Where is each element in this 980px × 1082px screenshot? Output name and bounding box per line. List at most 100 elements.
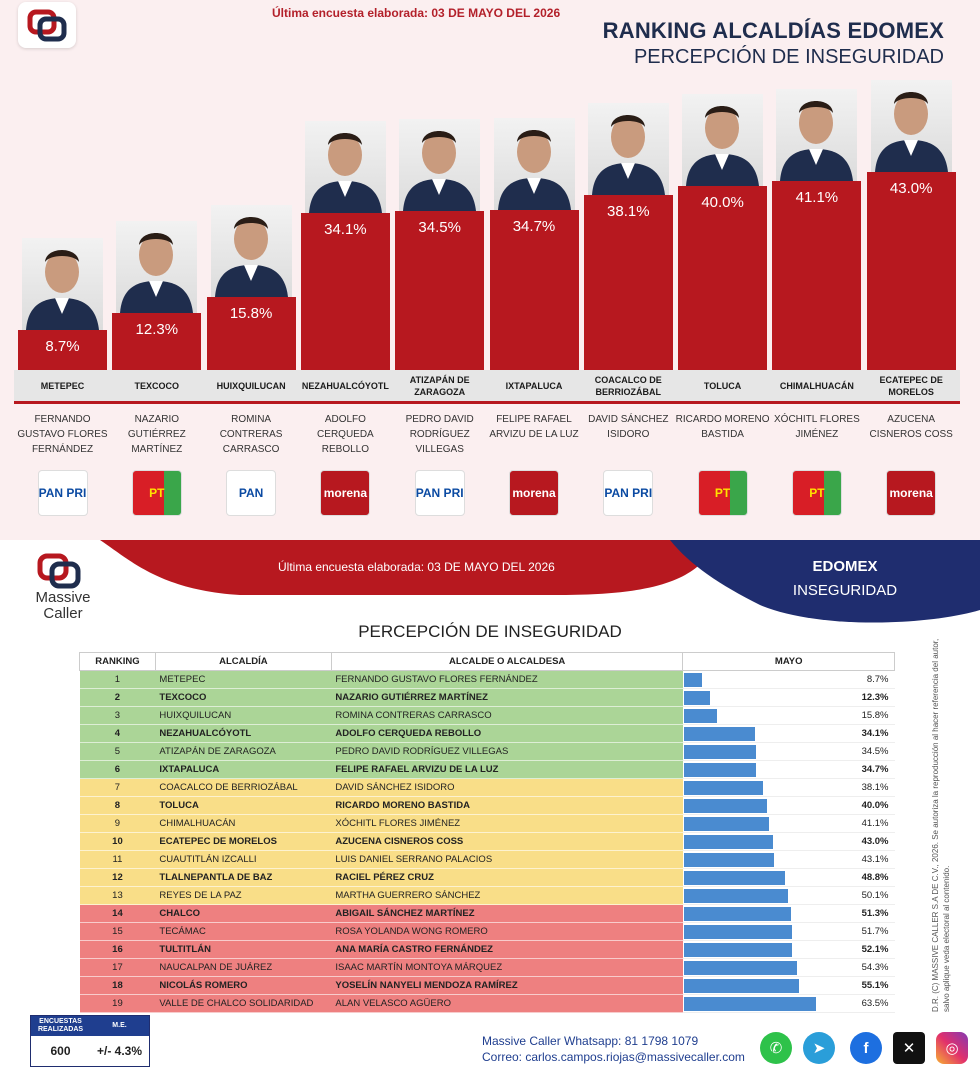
party-logo-icon: morena: [886, 470, 937, 516]
value-label: 34.5%: [861, 746, 889, 757]
row-rank: 3: [79, 706, 156, 725]
massive-caller-logo-icon: [18, 2, 76, 48]
row-mayo: 55.1%: [682, 976, 895, 995]
category-label: ECATEPEC DE MORELOS: [862, 370, 960, 404]
row-alcaldia: TOLUCA: [155, 796, 332, 815]
row-mayo: 48.8%: [682, 868, 895, 887]
candidate-name: PEDRO DAVID RODRÍGUEZ VILLEGAS: [405, 414, 474, 455]
candidate-name: DAVID SÁNCHEZ ISIDORO: [588, 414, 669, 440]
table-row: 7 COACALCO DE BERRIOZÁBAL DAVID SÁNCHEZ IS…: [79, 778, 895, 797]
candidate-photo: [22, 237, 103, 330]
row-alcaldia: TECÁMAC: [155, 922, 332, 941]
whatsapp-icon[interactable]: ✆: [760, 1032, 792, 1064]
party-logo-icon: PT: [131, 470, 182, 516]
value-label: 34.7%: [861, 764, 889, 775]
category-label: IXTAPALUCA: [485, 370, 583, 404]
row-mayo: 34.1%: [682, 724, 895, 743]
me-value: +/- 4.3%: [96, 1044, 143, 1058]
row-alcaldia: IXTAPALUCA: [155, 760, 332, 779]
instagram-icon[interactable]: ◎: [936, 1032, 968, 1064]
value-label: 43.1%: [861, 854, 889, 865]
value-label: 54.3%: [861, 962, 889, 973]
bar-value-label: 34.7%: [512, 218, 556, 236]
party-logo-icon: PAN PRI: [37, 470, 88, 516]
value-bar: [683, 673, 703, 687]
table-header: RANKING ALCALDÍA ALCALDE O ALCALDESA MAY…: [79, 652, 895, 671]
row-rank: 16: [79, 940, 156, 959]
candidate-name: ROMINA CONTRERAS CARRASCO: [219, 414, 283, 455]
row-mayo: 54.3%: [682, 958, 895, 977]
row-alcalde: RACIEL PÉREZ CRUZ: [331, 868, 683, 887]
row-mayo: 40.0%: [682, 796, 895, 815]
me-label: M.E.: [112, 1022, 127, 1029]
telegram-icon[interactable]: ➤: [803, 1032, 835, 1064]
category-label: TEXCOCO: [108, 370, 206, 404]
encuestas-label: ENCUESTAS REALIZADAS: [37, 1018, 84, 1033]
category-label: TOLUCA: [674, 370, 772, 404]
row-mayo: 15.8%: [682, 706, 895, 725]
row-alcaldia: HUIXQUILUCAN: [155, 706, 332, 725]
row-alcaldia: CHALCO: [155, 904, 332, 923]
row-mayo: 52.1%: [682, 940, 895, 959]
bar: [866, 172, 956, 404]
row-alcalde: PEDRO DAVID RODRÍGUEZ VILLEGAS: [331, 742, 683, 761]
bar-value-label: 38.1%: [607, 202, 650, 220]
value-label: 63.5%: [861, 998, 889, 1009]
table-row: 3 HUIXQUILUCAN ROMINA CONTRERAS CARRASCO 15…: [79, 706, 895, 725]
value-label: 43.0%: [861, 836, 889, 847]
page-subtitle: PERCEPCIÓN DE INSEGURIDAD: [633, 46, 944, 68]
facebook-icon[interactable]: f: [850, 1032, 882, 1064]
value-bar: [683, 763, 757, 777]
row-alcaldia: NAUCALPAN DE JUÁREZ: [155, 958, 332, 977]
row-alcalde: NAZARIO GUTIÉRREZ MARTÍNEZ: [331, 688, 683, 707]
candidate-name: NAZARIO GUTIÉRREZ MARTÍNEZ: [127, 414, 186, 455]
email-contact[interactable]: Correo: carlos.campos.riojas@massivecall…: [482, 1050, 745, 1064]
candidate-photo: [682, 94, 764, 186]
row-rank: 7: [79, 778, 156, 797]
value-bar: [683, 961, 797, 975]
x-icon[interactable]: ✕: [893, 1032, 925, 1064]
party-logo-icon: PAN PRI: [414, 470, 465, 516]
category-label: NEZAHUALCÓYOTL: [296, 370, 394, 404]
table-row: 5 ATIZAPÁN DE ZARAGOZA PEDRO DAVID RODRÍGU…: [79, 742, 895, 761]
value-label: 52.1%: [861, 944, 889, 955]
row-alcaldia: NEZAHUALCÓYOTL: [155, 724, 332, 743]
party-logo-icon: morena: [320, 470, 371, 516]
party-logo-icon: PT: [791, 470, 842, 516]
table-row: 1 METEPEC FERNANDO GUSTAVO FLORES FERNÁNDE…: [79, 670, 895, 689]
table-row: 10 ECATEPEC DE MORELOS AZUCENA CISNEROS CO…: [79, 832, 895, 851]
row-rank: 5: [79, 742, 156, 761]
bar-value-label: 34.1%: [324, 221, 367, 239]
table-row: 6 IXTAPALUCA FELIPE RAFAEL ARVIZU DE LA LU…: [79, 760, 895, 779]
candidate-photo: [304, 121, 386, 214]
row-alcalde: ABIGAIL SÁNCHEZ MARTÍNEZ: [331, 904, 683, 923]
value-bar: [683, 799, 768, 813]
survey-date-bottom: Última encuesta elaborada: 03 DE MAYO DE…: [278, 560, 555, 574]
value-bar: [683, 745, 756, 759]
party-logo-icon: PAN: [226, 470, 277, 516]
value-label: 38.1%: [861, 782, 889, 793]
value-bar: [683, 907, 791, 921]
row-rank: 18: [79, 976, 156, 995]
col-alcalde: ALCALDE O ALCALDESA: [330, 652, 684, 671]
legal-notice: D.R. (C) MASSIVE CALLER S.A DE C.V., 202…: [931, 638, 951, 1012]
category-label: METEPEC: [14, 370, 111, 404]
row-alcalde: XÓCHITL FLORES JIMÉNEZ: [331, 814, 683, 833]
massive-caller-logo-icon: [28, 550, 98, 620]
table-row: 13 REYES DE LA PAZ MARTHA GUERRERO SÁNCHEZ…: [79, 886, 895, 905]
table-row: 18 NICOLÁS ROMERO YOSELÍN NANYELI MENDOZA …: [79, 976, 895, 995]
table-row: 16 TULTITLÁN ANA MARÍA CASTRO FERNÁNDEZ 52.…: [79, 940, 895, 959]
table-row: 8 TOLUCA RICARDO MORENO BASTIDA 40.0%: [79, 796, 895, 815]
row-alcaldia: REYES DE LA PAZ: [155, 886, 332, 905]
party-logo-icon: PT: [697, 470, 748, 516]
whatsapp-contact[interactable]: Massive Caller Whatsapp: 81 1798 1079: [482, 1034, 699, 1048]
row-alcalde: FERNANDO GUSTAVO FLORES FERNÁNDEZ: [331, 670, 683, 689]
candidate-photo: [210, 205, 292, 298]
bar: [772, 180, 862, 404]
party-logo-icon: morena: [509, 470, 559, 516]
category-label: CHIMALHUACÁN: [768, 370, 866, 404]
party-logo-icon: PAN PRI: [603, 470, 654, 516]
value-label: 41.1%: [861, 818, 889, 829]
row-rank: 13: [79, 886, 156, 905]
bar-value-label: 8.7%: [45, 337, 80, 355]
